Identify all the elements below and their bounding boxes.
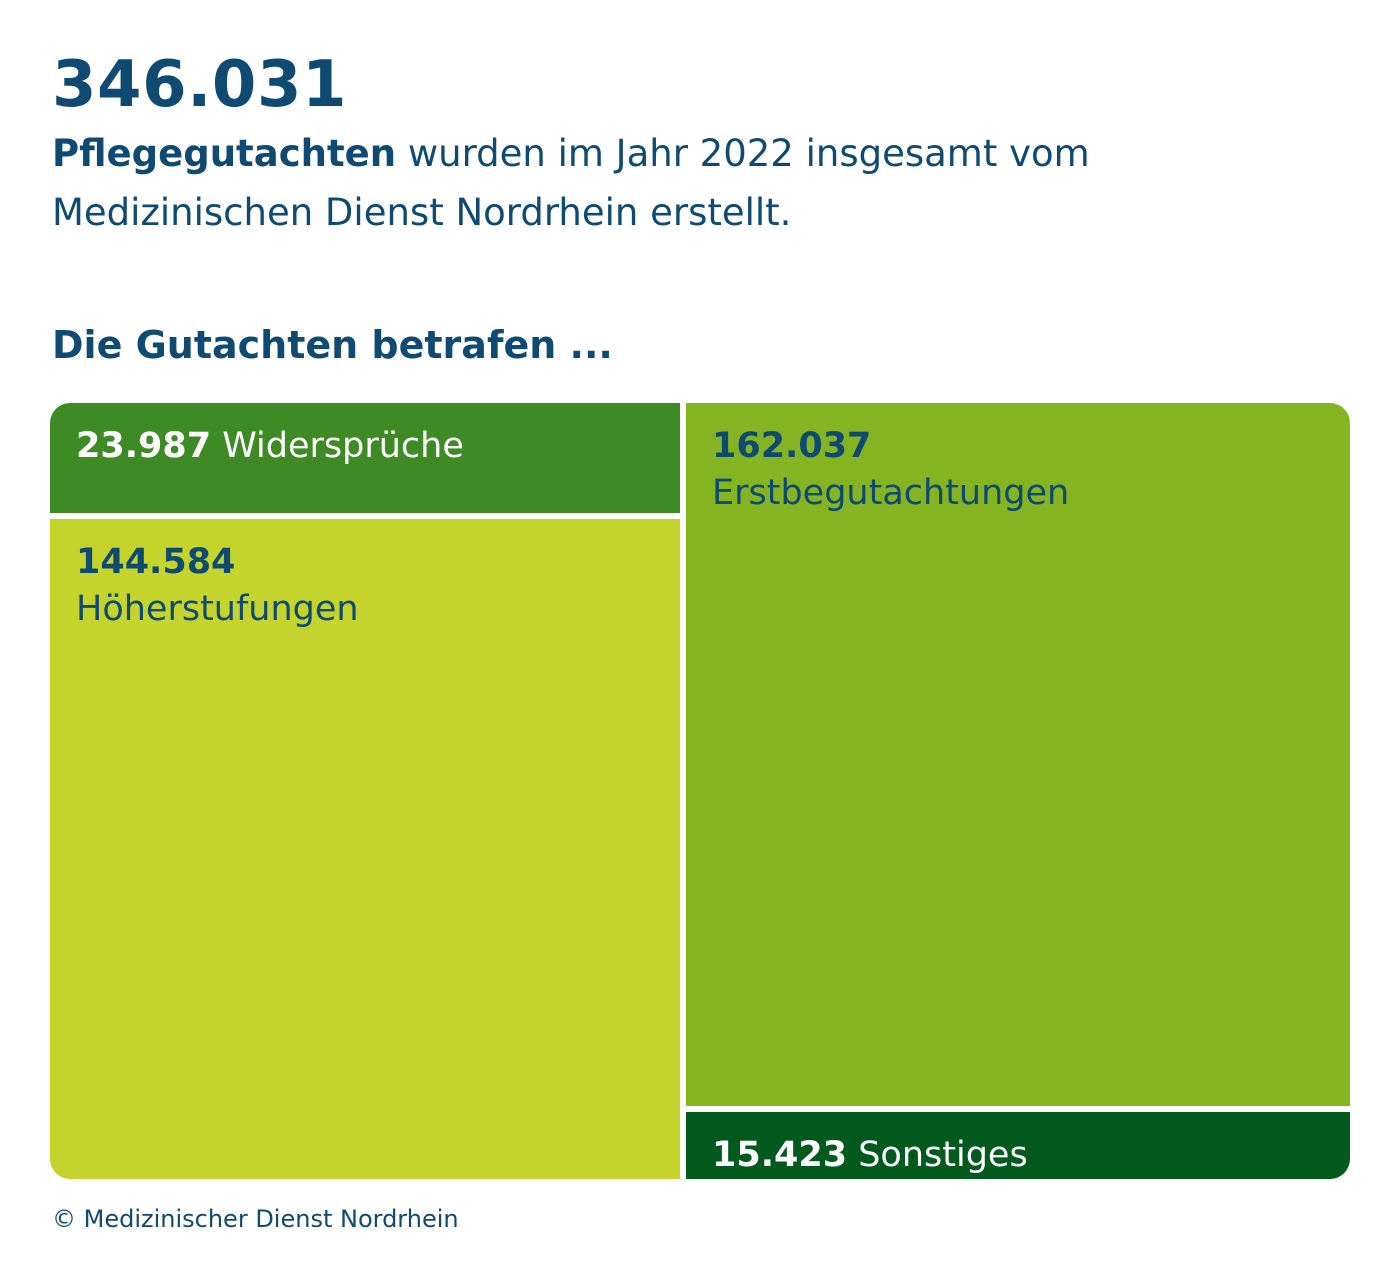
treemap-cell-hoeherstufungen: 144.584 Höherstufungen (50, 519, 680, 1179)
category-label-erstbegutachtungen: Erstbegutachtungen (712, 473, 1070, 513)
value-label-widersprueche: 23.987 (76, 426, 212, 466)
treemap-cell-erstbegutachtungen: 162.037 Erstbegutachtungen (686, 403, 1350, 1106)
treemap-cell-widersprueche: 23.987 Widersprüche (50, 403, 680, 513)
treemap-cell-sonstiges: 15.423 Sonstiges (686, 1112, 1350, 1179)
treemap-chart: 23.987 Widersprüche 144.584 Höherstufungen… (50, 403, 1350, 1179)
value-label-hoeherstufungen: 144.584 (76, 542, 236, 582)
treemap-label-erstbegutachtungen: 162.037 Erstbegutachtungen (712, 423, 1069, 517)
value-label-sonstiges: 15.423 (712, 1135, 848, 1175)
section-title: Die Gutachten betrafen ... (52, 323, 613, 367)
category-label-sonstiges: Sonstiges (858, 1135, 1028, 1175)
treemap-label-sonstiges: 15.423 Sonstiges (712, 1132, 1028, 1179)
intro-text: Pflegegutachten wurden im Jahr 2022 insg… (52, 124, 1202, 242)
treemap-label-hoeherstufungen: 144.584 Höherstufungen (76, 539, 359, 633)
value-label-erstbegutachtungen: 162.037 (712, 426, 872, 466)
treemap-label-widersprueche: 23.987 Widersprüche (76, 423, 464, 470)
copyright-footer: © Medizinischer Dienst Nordrhein (52, 1205, 459, 1233)
total-count: 346.031 (52, 48, 347, 122)
intro-rest: wurden im Jahr 2022 insgesamt vom Medizi… (52, 132, 1090, 234)
intro-bold: Pflegegutachten (52, 132, 397, 175)
category-label-hoeherstufungen: Höherstufungen (76, 589, 359, 629)
category-label-widersprueche: Widersprüche (222, 426, 464, 466)
